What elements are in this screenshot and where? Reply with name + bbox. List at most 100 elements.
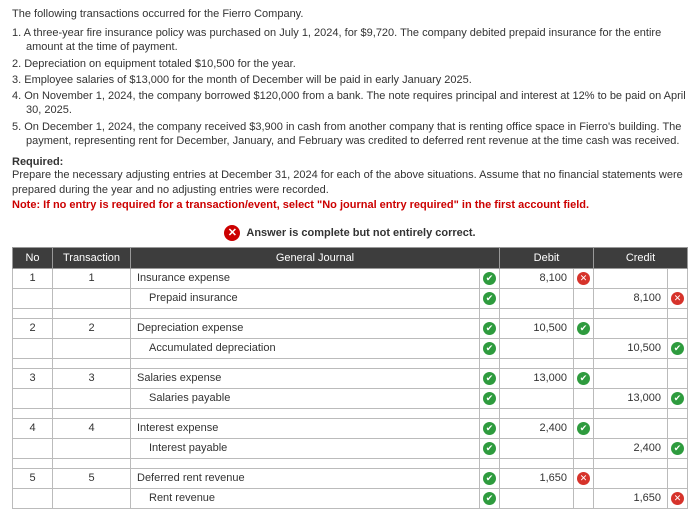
cell-debit[interactable]: 13,000 bbox=[500, 368, 574, 388]
table-row: 44Interest expense✔2,400✔ bbox=[13, 418, 688, 438]
check-circle-icon: ✔ bbox=[483, 372, 496, 385]
cell-credit[interactable] bbox=[594, 318, 668, 338]
x-circle-icon: ✕ bbox=[671, 492, 684, 505]
cell-credit[interactable]: 2,400 bbox=[594, 438, 668, 458]
table-row: 11Insurance expense✔8,100✕ bbox=[13, 268, 688, 288]
table-header-row: No Transaction General Journal Debit Cre… bbox=[13, 247, 688, 268]
intro-item-5: 5. On December 1, 2024, the company rece… bbox=[12, 120, 688, 149]
cell-debit-mark bbox=[574, 338, 594, 358]
intro-item-2: 2. Depreciation on equipment totaled $10… bbox=[12, 57, 688, 71]
cell-account[interactable]: Interest payable bbox=[131, 438, 480, 458]
cell-debit[interactable]: 10,500 bbox=[500, 318, 574, 338]
check-circle-icon: ✔ bbox=[671, 342, 684, 355]
required-text: Prepare the necessary adjusting entries … bbox=[12, 168, 688, 197]
cell-debit-mark: ✔ bbox=[574, 418, 594, 438]
required-label: Required: bbox=[12, 156, 688, 168]
cell-debit-mark: ✕ bbox=[574, 468, 594, 488]
cell-account-mark: ✔ bbox=[480, 468, 500, 488]
table-row: 55Deferred rent revenue✔1,650✕ bbox=[13, 468, 688, 488]
cell-debit-mark: ✕ bbox=[574, 268, 594, 288]
table-row: 33Salaries expense✔13,000✔ bbox=[13, 368, 688, 388]
intro-item-3: 3. Employee salaries of $13,000 for the … bbox=[12, 73, 688, 87]
cell-tx bbox=[53, 388, 131, 408]
th-credit: Credit bbox=[594, 247, 688, 268]
check-circle-icon: ✔ bbox=[671, 442, 684, 455]
cell-debit-mark bbox=[574, 488, 594, 508]
th-tx: Transaction bbox=[53, 247, 131, 268]
cell-credit[interactable]: 13,000 bbox=[594, 388, 668, 408]
cell-debit-mark: ✔ bbox=[574, 368, 594, 388]
cell-credit[interactable]: 8,100 bbox=[594, 288, 668, 308]
cell-credit[interactable] bbox=[594, 468, 668, 488]
cell-debit-mark: ✔ bbox=[574, 318, 594, 338]
cell-debit[interactable]: 1,650 bbox=[500, 468, 574, 488]
cell-debit-mark bbox=[574, 388, 594, 408]
check-circle-icon: ✔ bbox=[483, 442, 496, 455]
check-circle-icon: ✔ bbox=[483, 342, 496, 355]
intro-item-4: 4. On November 1, 2024, the company borr… bbox=[12, 89, 688, 118]
cell-account[interactable]: Insurance expense bbox=[131, 268, 480, 288]
cell-account[interactable]: Depreciation expense bbox=[131, 318, 480, 338]
cell-account[interactable]: Deferred rent revenue bbox=[131, 468, 480, 488]
check-circle-icon: ✔ bbox=[483, 292, 496, 305]
cell-account-mark: ✔ bbox=[480, 288, 500, 308]
cell-tx bbox=[53, 338, 131, 358]
cell-account[interactable]: Salaries expense bbox=[131, 368, 480, 388]
status-banner: ✕ Answer is complete but not entirely co… bbox=[12, 225, 688, 241]
cell-credit[interactable] bbox=[594, 368, 668, 388]
table-row: Interest payable✔2,400✔ bbox=[13, 438, 688, 458]
cell-credit-mark bbox=[668, 268, 688, 288]
cell-account-mark: ✔ bbox=[480, 418, 500, 438]
cell-debit[interactable]: 8,100 bbox=[500, 268, 574, 288]
th-no: No bbox=[13, 247, 53, 268]
cell-credit-mark: ✔ bbox=[668, 438, 688, 458]
cell-debit[interactable] bbox=[500, 388, 574, 408]
cell-credit-mark bbox=[668, 368, 688, 388]
cell-debit[interactable] bbox=[500, 488, 574, 508]
cell-account[interactable]: Prepaid insurance bbox=[131, 288, 480, 308]
cell-debit[interactable] bbox=[500, 338, 574, 358]
cell-debit-mark bbox=[574, 438, 594, 458]
cell-credit[interactable] bbox=[594, 268, 668, 288]
cell-credit[interactable]: 10,500 bbox=[594, 338, 668, 358]
cell-account-mark: ✔ bbox=[480, 388, 500, 408]
cell-no bbox=[13, 288, 53, 308]
cell-tx bbox=[53, 438, 131, 458]
journal-table: No Transaction General Journal Debit Cre… bbox=[12, 247, 688, 509]
cell-no: 4 bbox=[13, 418, 53, 438]
cell-no bbox=[13, 488, 53, 508]
cell-account[interactable]: Interest expense bbox=[131, 418, 480, 438]
cell-tx: 5 bbox=[53, 468, 131, 488]
check-circle-icon: ✔ bbox=[577, 322, 590, 335]
cell-debit[interactable]: 2,400 bbox=[500, 418, 574, 438]
x-circle-icon: ✕ bbox=[671, 292, 684, 305]
cell-account[interactable]: Rent revenue bbox=[131, 488, 480, 508]
cell-credit[interactable]: 1,650 bbox=[594, 488, 668, 508]
cell-debit[interactable] bbox=[500, 438, 574, 458]
cell-debit[interactable] bbox=[500, 288, 574, 308]
cell-tx: 4 bbox=[53, 418, 131, 438]
x-circle-icon: ✕ bbox=[224, 225, 240, 241]
cell-account-mark: ✔ bbox=[480, 368, 500, 388]
cell-no bbox=[13, 438, 53, 458]
cell-account[interactable]: Accumulated depreciation bbox=[131, 338, 480, 358]
cell-credit-mark bbox=[668, 318, 688, 338]
table-row: Salaries payable✔13,000✔ bbox=[13, 388, 688, 408]
required-note: Note: If no entry is required for a tran… bbox=[12, 199, 688, 211]
cell-tx bbox=[53, 288, 131, 308]
check-circle-icon: ✔ bbox=[671, 392, 684, 405]
cell-credit-mark: ✕ bbox=[668, 488, 688, 508]
check-circle-icon: ✔ bbox=[483, 272, 496, 285]
cell-debit-mark bbox=[574, 288, 594, 308]
cell-credit-mark bbox=[668, 418, 688, 438]
cell-account-mark: ✔ bbox=[480, 268, 500, 288]
cell-account[interactable]: Salaries payable bbox=[131, 388, 480, 408]
cell-credit-mark: ✔ bbox=[668, 388, 688, 408]
check-circle-icon: ✔ bbox=[577, 422, 590, 435]
table-gap-row bbox=[13, 458, 688, 468]
cell-credit[interactable] bbox=[594, 418, 668, 438]
cell-no: 1 bbox=[13, 268, 53, 288]
cell-tx: 2 bbox=[53, 318, 131, 338]
check-circle-icon: ✔ bbox=[483, 472, 496, 485]
cell-account-mark: ✔ bbox=[480, 488, 500, 508]
